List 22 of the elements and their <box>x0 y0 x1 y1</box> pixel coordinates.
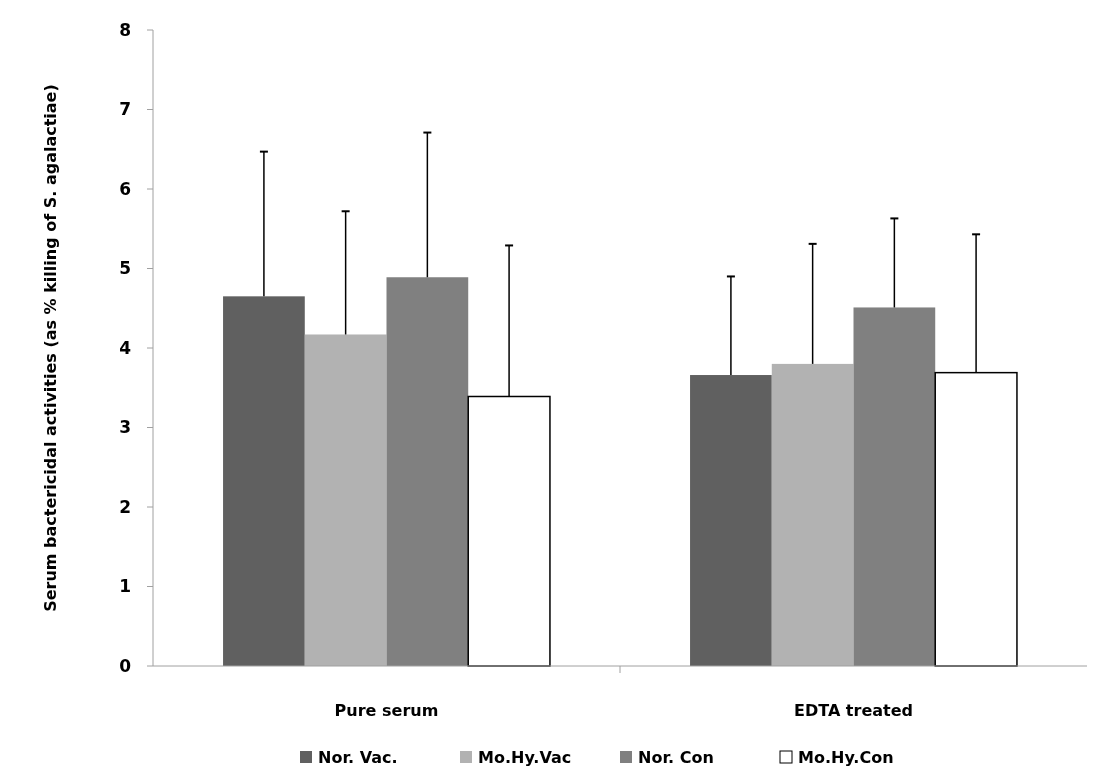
y-tick-label: 1 <box>119 576 131 597</box>
legend-label: Nor. Vac. <box>318 748 398 767</box>
y-tick-label: 8 <box>119 19 131 40</box>
y-tick-label: 6 <box>119 178 131 199</box>
y-tick-label: 5 <box>119 258 131 279</box>
legend-label: Mo.Hy.Vac <box>478 748 572 767</box>
x-tick-label: EDTA treated <box>794 701 913 720</box>
x-tick-label: Pure serum <box>334 701 439 720</box>
legend-label: Nor. Con <box>638 748 714 767</box>
bar <box>690 375 772 666</box>
y-tick-label: 7 <box>119 99 131 120</box>
y-tick-label: 0 <box>119 655 132 676</box>
y-tick-label: 2 <box>119 496 131 517</box>
bar <box>304 334 387 666</box>
y-axis-title: Serum bactericidal activities (as % killing of S. agalactiae) <box>41 84 60 612</box>
y-tick-label: 4 <box>119 337 132 358</box>
bar <box>771 363 854 666</box>
y-tick-label: 3 <box>119 417 131 438</box>
bar <box>223 296 305 666</box>
legend-label: Mo.Hy.Con <box>798 748 894 767</box>
bar <box>386 277 469 666</box>
bar <box>853 307 936 666</box>
